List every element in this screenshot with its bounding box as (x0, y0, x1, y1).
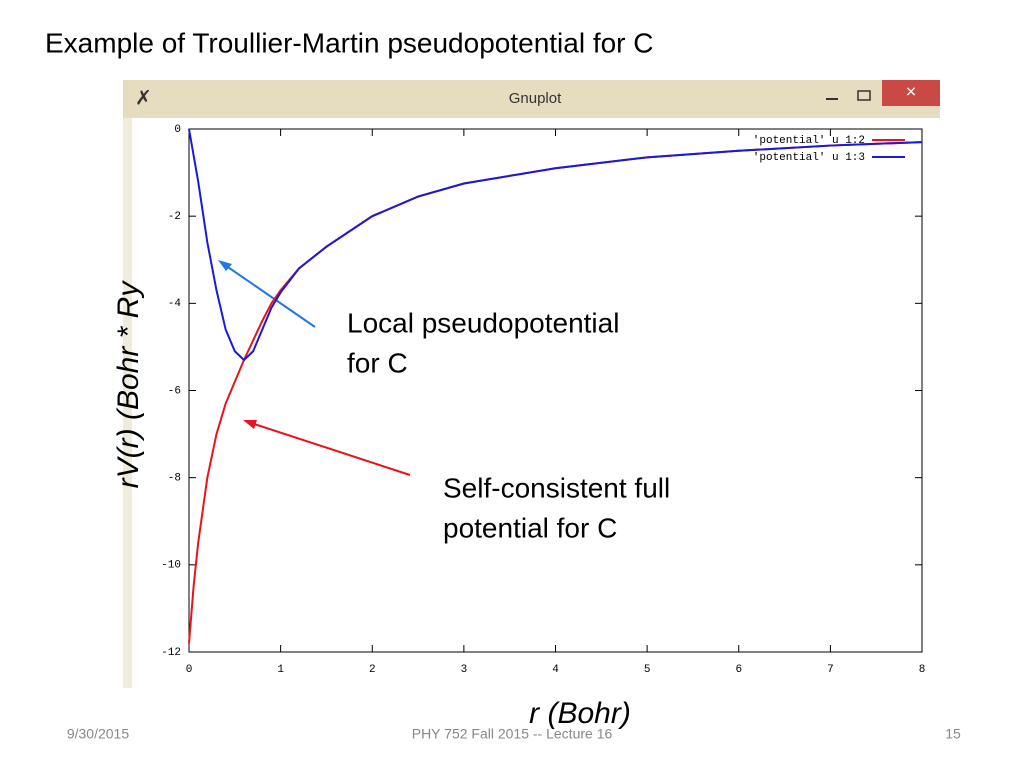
footer-page: 15 (945, 726, 961, 742)
close-icon: ✕ (905, 84, 917, 100)
slide-title: Example of Troullier-Martin pseudopotent… (45, 27, 654, 58)
footer-course: PHY 752 Fall 2015 -- Lecture 16 (412, 726, 613, 742)
plot-canvas (132, 118, 940, 688)
x-tick-label: 7 (827, 664, 834, 676)
x-axis-label: r (Bohr) (529, 697, 631, 730)
x-tick-label: 6 (735, 664, 742, 676)
legend-label: 'potential' u 1:2 (753, 135, 865, 147)
x-tick-label: 2 (369, 664, 376, 676)
y-tick-label: 0 (174, 124, 181, 136)
annotation-text: Local pseudopotential (347, 307, 619, 338)
footer-date: 9/30/2015 (67, 726, 129, 742)
maximize-icon (857, 90, 871, 101)
x-tick-label: 8 (919, 664, 926, 676)
x-tick-label: 3 (461, 664, 468, 676)
arrowhead (243, 420, 257, 429)
annotation-arrow (247, 421, 411, 476)
window-titlebar (123, 80, 940, 118)
x-tick-label: 1 (277, 664, 284, 676)
annotation-text: for C (347, 347, 408, 378)
y-axis-label: rV(r) (Bohr * Ry (112, 280, 145, 489)
annotation-arrow (221, 262, 316, 328)
series-line (188, 128, 923, 362)
window-icon: ✗ (135, 87, 152, 109)
window-title: Gnuplot (509, 90, 562, 107)
y-tick-label: -8 (168, 473, 181, 485)
x-tick-label: 4 (552, 664, 559, 676)
y-tick-label: -2 (168, 211, 181, 223)
close-button[interactable] (882, 80, 940, 106)
y-tick-label: -4 (168, 298, 182, 310)
annotation-text: Self-consistent full (443, 472, 670, 503)
legend-label: 'potential' u 1:3 (753, 152, 865, 164)
y-tick-label: -6 (168, 385, 181, 397)
annotation-text: potential for C (443, 512, 617, 543)
y-tick-label: -12 (161, 647, 181, 659)
y-tick-label: -10 (161, 560, 181, 572)
x-tick-label: 5 (644, 664, 651, 676)
x-tick-label: 0 (186, 664, 193, 676)
arrowhead (218, 260, 232, 271)
